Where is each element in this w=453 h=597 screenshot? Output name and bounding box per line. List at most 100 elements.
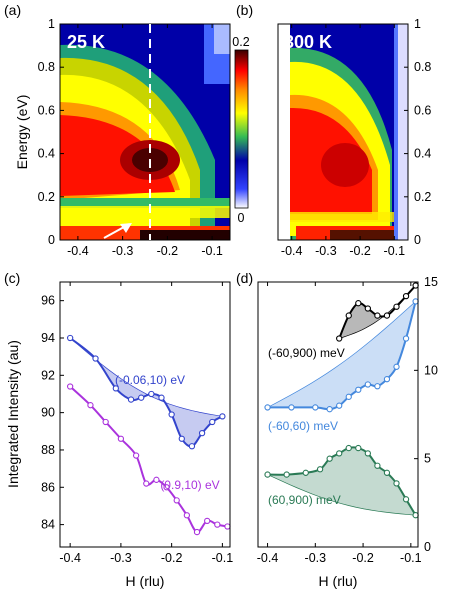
- data-point: [158, 394, 165, 401]
- data-point: [143, 480, 150, 487]
- x-tick-label: -0.2: [161, 551, 183, 565]
- y-ticks-c: 84 86 88 90 92 94 96: [41, 294, 64, 532]
- temperature-label-a: 25 K: [67, 32, 105, 52]
- data-point: [326, 406, 333, 413]
- y-tick-label: 0.8: [38, 60, 55, 74]
- data-point: [374, 312, 381, 319]
- data-point: [402, 496, 410, 503]
- data-point: [355, 386, 362, 393]
- data-point: [178, 435, 185, 442]
- y-tick-label: 0: [414, 233, 421, 247]
- plot-area-d: [264, 282, 419, 519]
- plot-area-c: [66, 334, 231, 536]
- data-point: [364, 305, 372, 312]
- x-tick-label: -0.1: [384, 244, 406, 258]
- data-point: [127, 396, 135, 403]
- data-point: [66, 334, 74, 342]
- series-label-c-blue: (-0.06,10) eV: [115, 373, 185, 387]
- x-tick-label: -0.1: [201, 244, 223, 258]
- data-point: [364, 381, 372, 388]
- y-tick-label: 0: [424, 540, 431, 554]
- data-point: [393, 363, 400, 370]
- panel-b: (b) 300 K -0.4 -0.3 -0.2 -0.1 0 0.2 0.4 0.6 0.8…: [236, 2, 431, 258]
- data-point: [87, 402, 94, 409]
- plot-frame-a: [59, 23, 231, 241]
- x-tick-label: -0.4: [281, 244, 303, 258]
- data-point: [138, 394, 145, 401]
- data-point: [345, 393, 352, 400]
- x-ticks-a: -0.4 -0.3 -0.2 -0.1: [67, 24, 223, 258]
- data-point: [193, 528, 201, 536]
- y-tick-label: 0.4: [38, 147, 55, 161]
- data-point: [374, 383, 381, 390]
- data-point: [316, 466, 324, 473]
- data-point: [173, 497, 180, 504]
- data-point: [112, 385, 119, 392]
- colorbar-min-label: 0: [238, 211, 245, 225]
- data-point: [102, 418, 109, 426]
- y-ticks-b: 0 0.2 0.4 0.6 0.8 1: [404, 17, 431, 247]
- data-point: [312, 404, 319, 411]
- data-point: [168, 411, 175, 418]
- data-point: [345, 312, 352, 319]
- data-point: [374, 462, 381, 469]
- plot-frame-d: [257, 281, 419, 548]
- x-tick-label: -0.4: [257, 551, 279, 565]
- y-tick-label: 86: [41, 480, 55, 494]
- data-point: [412, 282, 419, 289]
- data-point: [355, 300, 362, 307]
- shaded-region: [69, 337, 224, 447]
- panel-label-b: (b): [236, 2, 253, 18]
- data-point: [66, 383, 74, 390]
- data-point: [402, 335, 410, 342]
- x-tick-label: -0.4: [67, 244, 89, 258]
- data-point: [364, 450, 372, 457]
- x-ticks-b: -0.4 -0.3 -0.2 -0.1: [281, 24, 405, 258]
- data-point: [288, 404, 295, 411]
- data-point: [183, 512, 191, 519]
- x-axis-label-c: H (rlu): [126, 573, 165, 589]
- y-ticks-a: 0 0.2 0.4 0.6 0.8 1: [38, 17, 64, 247]
- data-point: [188, 443, 196, 450]
- y-tick-label: 84: [41, 518, 55, 532]
- x-tick-label: -0.3: [315, 244, 337, 258]
- y-tick-label: 5: [424, 452, 431, 466]
- panel-a: (a) 25 K -0.4 -0.3 -0.2 -0.1 0 0.2 0.4 0.6 0.8 1…: [4, 2, 231, 258]
- data-point: [224, 523, 231, 530]
- x-ticks-c: -0.4 -0.3 -0.2 -0.1: [59, 282, 233, 565]
- heatmap-a: [60, 24, 230, 240]
- plot-frame-b: [277, 23, 409, 241]
- data-point: [383, 376, 391, 383]
- data-point: [412, 298, 419, 305]
- data-point: [302, 469, 309, 476]
- y-axis-label-c: Integrated Intensity (au): [5, 340, 21, 488]
- y-ticks-d: 0 5 10 15: [414, 275, 438, 554]
- data-point: [326, 455, 333, 462]
- y-tick-label: 0.8: [414, 60, 431, 74]
- series-label-d-blue: (-60,60) meV: [268, 419, 338, 433]
- panel-label-d: (d): [236, 270, 253, 286]
- data-point: [412, 512, 419, 519]
- plot-frame-c: [59, 281, 231, 548]
- data-point: [219, 413, 226, 420]
- x-tick-label: -0.4: [59, 551, 81, 565]
- x-ticks-d: -0.4 -0.3 -0.2 -0.1: [257, 282, 422, 565]
- data-point: [383, 312, 391, 319]
- x-tick-label: -0.2: [157, 244, 179, 258]
- y-tick-label: 0.2: [414, 190, 431, 204]
- x-axis-label-d: H (rlu): [319, 573, 358, 589]
- y-tick-label: 0.4: [414, 147, 431, 161]
- data-point: [393, 480, 400, 487]
- x-tick-label: -0.3: [305, 551, 327, 565]
- y-tick-label: 92: [41, 368, 55, 382]
- heatmap-b: [278, 24, 408, 240]
- temperature-label-b: 300 K: [284, 32, 332, 52]
- data-point: [383, 469, 391, 476]
- panel-d: (d) -0.4 -0.3 -0.2 -0.1 0 5 10 15 H (rlu) (-60…: [236, 270, 438, 589]
- series-label-c-purple: (0.9,10) eV: [160, 478, 219, 492]
- colorbar-gradient: [234, 49, 249, 209]
- y-tick-label: 1: [414, 17, 421, 31]
- data-point: [204, 517, 211, 525]
- x-tick-label: -0.2: [349, 244, 371, 258]
